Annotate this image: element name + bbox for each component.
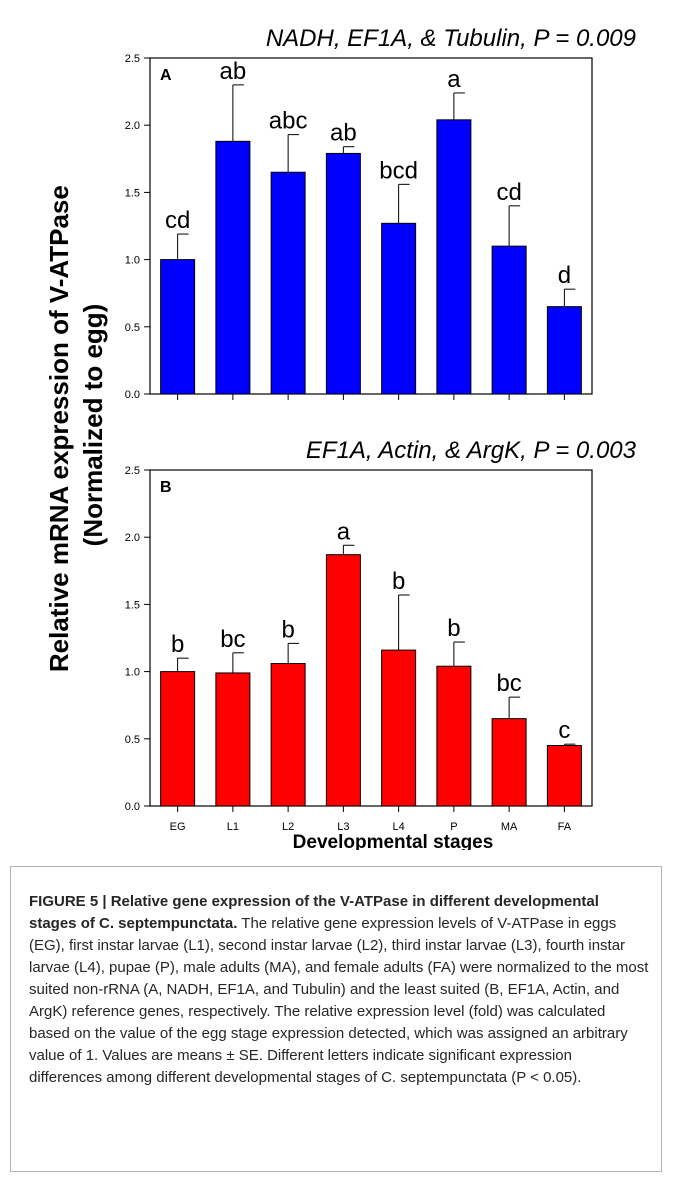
y-axis-title-line1: Relative mRNA expression of V-ATPase <box>44 185 74 672</box>
x-tick-label: MA <box>501 821 518 833</box>
significance-letter: b <box>171 631 184 658</box>
bar-p <box>436 119 472 395</box>
x-tick-label: L2 <box>282 821 294 833</box>
plot-frame <box>149 469 593 807</box>
y-tick-label: 1.0 <box>125 255 140 267</box>
bar-fa <box>546 306 582 395</box>
bar-fa <box>546 745 582 807</box>
y-axis-title-line2: (Normalized to egg) <box>78 304 108 547</box>
panel-a: NADH, EF1A, & Tubulin, P = 0.009 A 0.0 0.5 1… <box>125 25 636 401</box>
panel-b: EF1A, Actin, & ArgK, P = 0.003 B 0.0 0.5 1.0… <box>125 437 637 833</box>
significance-letter: bcd <box>379 157 418 184</box>
chart-title: NADH, EF1A, & Tubulin, P = 0.009 <box>266 25 636 52</box>
figure-caption: FIGURE 5 | Relative gene expression of t… <box>29 891 649 1089</box>
y-tick-label: 0.5 <box>125 734 140 746</box>
x-tick-label: P <box>450 821 457 833</box>
significance-letter: a <box>337 518 351 545</box>
y-tick-label: 2.5 <box>125 53 140 65</box>
significance-letter: bc <box>220 626 245 653</box>
panel-label: A <box>160 67 172 84</box>
y-tick-label: 1.5 <box>125 187 140 199</box>
bar-l1 <box>215 672 251 807</box>
bar-l3 <box>325 554 361 807</box>
x-tick-label: L3 <box>337 821 349 833</box>
bar-eg <box>160 259 196 395</box>
bar-ma <box>491 718 527 807</box>
significance-letter: cd <box>165 207 190 234</box>
y-axis-title: Relative mRNA expression of V-ATPase (No… <box>44 178 108 672</box>
significance-letter: bc <box>496 670 521 697</box>
panel-label: B <box>160 479 172 496</box>
significance-letter: ab <box>330 120 357 147</box>
significance-letter: d <box>558 262 571 289</box>
x-tick-label: EG <box>170 821 186 833</box>
bar-ma <box>491 245 527 395</box>
y-tick-label: 1.5 <box>125 599 140 611</box>
chart-figure: Relative mRNA expression of V-ATPase (No… <box>44 25 637 850</box>
y-tick-label: 0.0 <box>125 389 140 401</box>
y-tick-label: 0.5 <box>125 322 140 334</box>
figure-caption-box: FIGURE 5 | Relative gene expression of t… <box>10 866 662 1172</box>
bar-l2 <box>270 171 306 395</box>
bar-l4 <box>381 222 417 395</box>
bar-l3 <box>325 152 361 395</box>
y-tick-label: 2.0 <box>125 120 140 132</box>
caption-text: The relative gene expression levels of V… <box>29 915 649 1086</box>
y-tick-label: 0.0 <box>125 801 140 813</box>
bar-l4 <box>381 649 417 807</box>
plot-frame <box>149 57 593 395</box>
x-tick-label: L4 <box>393 821 405 833</box>
bar-eg <box>160 671 196 807</box>
significance-letter: a <box>447 66 461 93</box>
significance-letter: abc <box>269 108 308 135</box>
x-tick-label: FA <box>558 821 572 833</box>
y-tick-label: 1.0 <box>125 667 140 679</box>
bar-p <box>436 665 472 807</box>
caption-label: FIGURE 5 | Relative gene expression of t… <box>29 893 599 932</box>
significance-letter: b <box>281 616 294 643</box>
chart-title: EF1A, Actin, & ArgK, P = 0.003 <box>306 437 637 464</box>
y-tick-label: 2.0 <box>125 532 140 544</box>
significance-letter: c <box>558 717 570 744</box>
significance-letter: cd <box>496 179 521 206</box>
bar-l2 <box>270 663 306 807</box>
bar-l1 <box>215 140 251 395</box>
significance-letter: b <box>447 615 460 642</box>
significance-letter: b <box>392 568 405 595</box>
x-tick-label: L1 <box>227 821 239 833</box>
significance-letter: ab <box>220 58 247 85</box>
figure: Relative mRNA expression of V-ATPase (No… <box>44 25 637 850</box>
y-tick-label: 2.5 <box>125 465 140 477</box>
x-axis-title: Developmental stages <box>293 832 494 850</box>
